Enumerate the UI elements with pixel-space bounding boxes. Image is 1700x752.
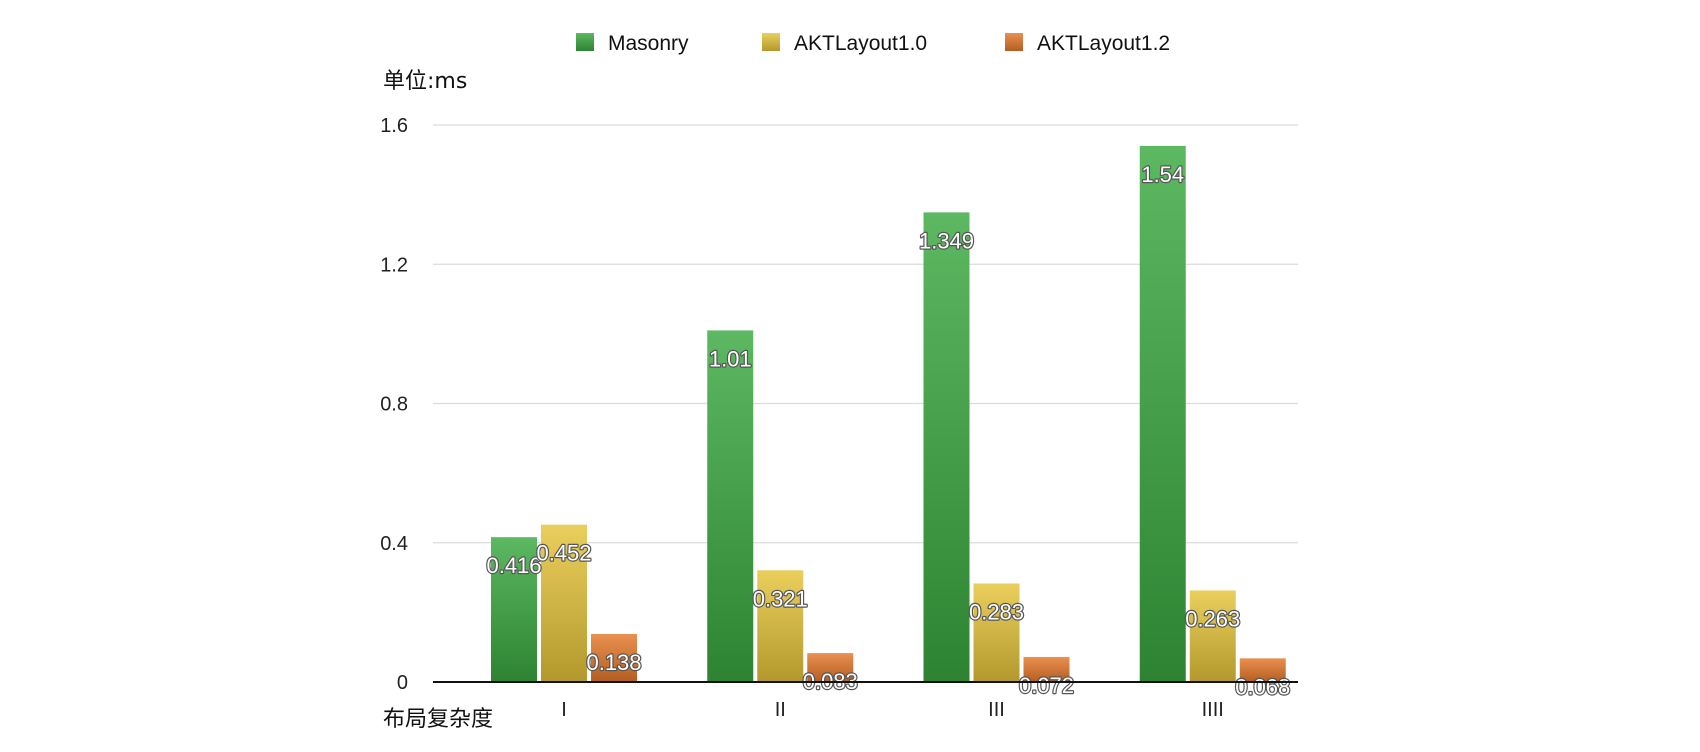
data-label: 0.452 [536,541,591,566]
bar-aktlayout1-0-iiii [1189,590,1236,682]
legend-swatch [762,33,780,51]
legend-label: AKTLayout1.0 [794,32,927,55]
bar-aktlayout1-2-iiii [1239,658,1286,682]
legend-label: Masonry [608,32,689,55]
legend-label: AKTLayout1.2 [1037,32,1170,55]
x-tick-label: II [775,699,786,721]
x-tick-label: I [561,699,567,721]
x-axis-title: 布局复杂度 [383,707,493,732]
y-tick-label: 0.4 [380,533,408,555]
bar-aktlayout1-2-i [591,633,637,682]
data-label: 1.54 [1141,162,1184,187]
legend: Masonry AKTLayout1.0 AKTLayout1.2 [576,32,1170,55]
axes: 00.40.81.21.6I II III IIII [380,115,1298,721]
x-tick-label: III [988,699,1005,721]
bar-aktlayout1-0-ii [757,570,804,682]
data-label: 0.416 [486,553,541,578]
y-tick-label: 0.8 [380,394,408,416]
data-label: 0.072 [1019,673,1074,698]
data-label: 0.321 [753,586,808,611]
bar-aktlayout1-2-ii [807,653,854,682]
data-labels: 0.4160.4520.1381.010.3210.0831.3490.2830… [485,161,1291,701]
legend-swatch [576,33,594,51]
bar-masonry-iiii [1139,145,1186,682]
data-label: 0.138 [586,650,641,675]
bar-masonry-ii [707,330,754,682]
y-axis-title: 单位:ms [383,69,467,94]
legend-swatch [1005,33,1023,51]
x-tick-label: IIII [1202,699,1224,721]
data-label: 0.283 [969,599,1024,624]
bar-aktlayout1-0-iii [973,583,1020,682]
y-tick-label: 1.2 [380,254,408,276]
data-label: 1.349 [919,228,974,253]
data-label: 1.01 [709,346,752,371]
data-label: 0.068 [1235,674,1290,699]
bar-masonry-i [491,537,537,682]
data-label: 0.263 [1185,606,1240,631]
y-tick-label: 0 [397,672,408,694]
bars [491,145,1286,682]
bar-aktlayout1-0-i [541,524,587,682]
bar-masonry-iii [923,212,970,682]
bar-aktlayout1-2-iii [1023,656,1070,682]
y-tick-label: 1.6 [380,115,408,137]
